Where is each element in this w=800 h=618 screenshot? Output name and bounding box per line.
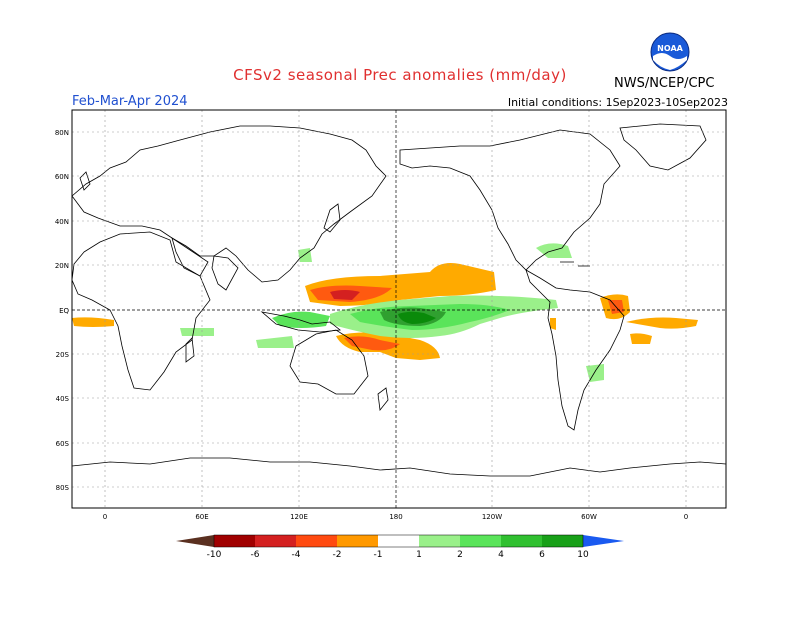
initial-conditions-label: Initial conditions: 1Sep2023-10Sep2023: [507, 96, 728, 109]
uk-coast: [79, 171, 91, 191]
caribbean-coast: [560, 261, 590, 267]
colorbar: [176, 534, 624, 548]
colorbar-tick-label: -4: [292, 550, 301, 560]
colorbar-swatch: [460, 535, 501, 547]
colorbar-tick-label: 6: [539, 550, 545, 560]
season-label: Feb-Mar-Apr 2024: [72, 94, 188, 109]
colorbar-swatch: [176, 535, 214, 547]
dry-anomaly-south-america: [550, 318, 556, 330]
lat-label: 80S: [56, 484, 70, 492]
lon-label: 60E: [195, 513, 208, 521]
wet-anomaly-equatorial-pacific-deep: [398, 311, 436, 324]
lat-label: 20S: [56, 351, 70, 359]
colorbar-tick-label: 10: [577, 550, 589, 560]
new-zealand-coast: [377, 387, 389, 411]
colorbar-swatch: [378, 535, 419, 547]
wet-anomaly-indian-ocean: [180, 328, 214, 336]
wet-anomaly-caribbean: [536, 243, 572, 258]
latitude-labels: 80N 60N 40N 20N EQ 20S 40S 60S 80S: [55, 129, 70, 492]
colorbar-swatch: [255, 535, 296, 547]
arabia-coast: [171, 237, 209, 277]
australia-coast: [289, 329, 369, 395]
lon-label: 120E: [290, 513, 308, 521]
colorbar-swatch: [296, 535, 337, 547]
japan-coast: [323, 203, 341, 233]
colorbar-tick-label: -1: [374, 550, 383, 560]
lon-label: 180: [389, 513, 402, 521]
colorbar-tick-label: 2: [457, 550, 463, 560]
longitude-labels: 0 60E 120E 180 120W 60W 0: [103, 513, 688, 521]
dry-anomaly-south-atlantic-2: [630, 333, 652, 344]
svg-text:NOAA: NOAA: [657, 44, 683, 53]
lat-label: 60S: [56, 440, 70, 448]
colorbar-labels: -10 -6 -4 -2 -1 1 2 4 6 10: [207, 550, 589, 560]
north-america-coast: [399, 129, 621, 271]
antarctica-coast: [72, 457, 726, 477]
noaa-logo-icon: NOAA: [650, 32, 690, 72]
colorbar-swatch: [419, 535, 460, 547]
lat-label: 60N: [55, 173, 69, 181]
colorbar-swatch: [337, 535, 378, 547]
colorbar-swatch: [542, 535, 583, 547]
agency-label: NWS/NCEP/CPC: [614, 76, 715, 91]
colorbar-swatch: [214, 535, 255, 547]
lon-label: 60W: [581, 513, 597, 521]
lon-label: 0: [684, 513, 688, 521]
dry-anomaly-south-pacific-core: [344, 336, 400, 351]
colorbar-swatch: [583, 535, 624, 547]
africa-coast: [72, 231, 211, 391]
graticule: [72, 110, 726, 508]
lat-label: 40N: [55, 218, 69, 226]
map-title: CFSv2 seasonal Prec anomalies (mm/day): [233, 66, 567, 84]
lat-label: EQ: [59, 307, 69, 315]
colorbar-tick-label: 1: [416, 550, 422, 560]
reference-lines: [72, 110, 726, 508]
india-coast: [211, 255, 239, 291]
dry-anomaly-south-atlantic: [626, 317, 698, 329]
map-frame: [71, 109, 727, 509]
indonesia-coast: [260, 311, 342, 333]
colorbar-tick-label: -6: [251, 550, 260, 560]
colorbar-tick-label: -2: [333, 550, 342, 560]
colorbar-tick-label: 4: [498, 550, 504, 560]
wet-anomaly-south-indian-ocean: [256, 336, 294, 348]
wet-anomaly-south-america: [586, 364, 604, 382]
greenland-coast: [619, 123, 707, 171]
south-america-coast: [525, 269, 625, 431]
lon-label: 120W: [482, 513, 502, 521]
coastlines: [72, 123, 726, 477]
colorbar-tick-label: -10: [207, 550, 222, 560]
dry-anomaly-east-atlantic: [72, 317, 114, 327]
anomaly-shading: [72, 243, 698, 382]
lon-label: 0: [103, 513, 107, 521]
lat-label: 80N: [55, 129, 69, 137]
dry-anomaly-north-pacific-center: [330, 290, 360, 300]
colorbar-swatch: [501, 535, 542, 547]
wet-anomaly-philippine-sea: [298, 248, 312, 262]
lat-label: 20N: [55, 262, 69, 270]
lat-label: 40S: [56, 395, 70, 403]
madagascar-coast: [185, 337, 195, 363]
